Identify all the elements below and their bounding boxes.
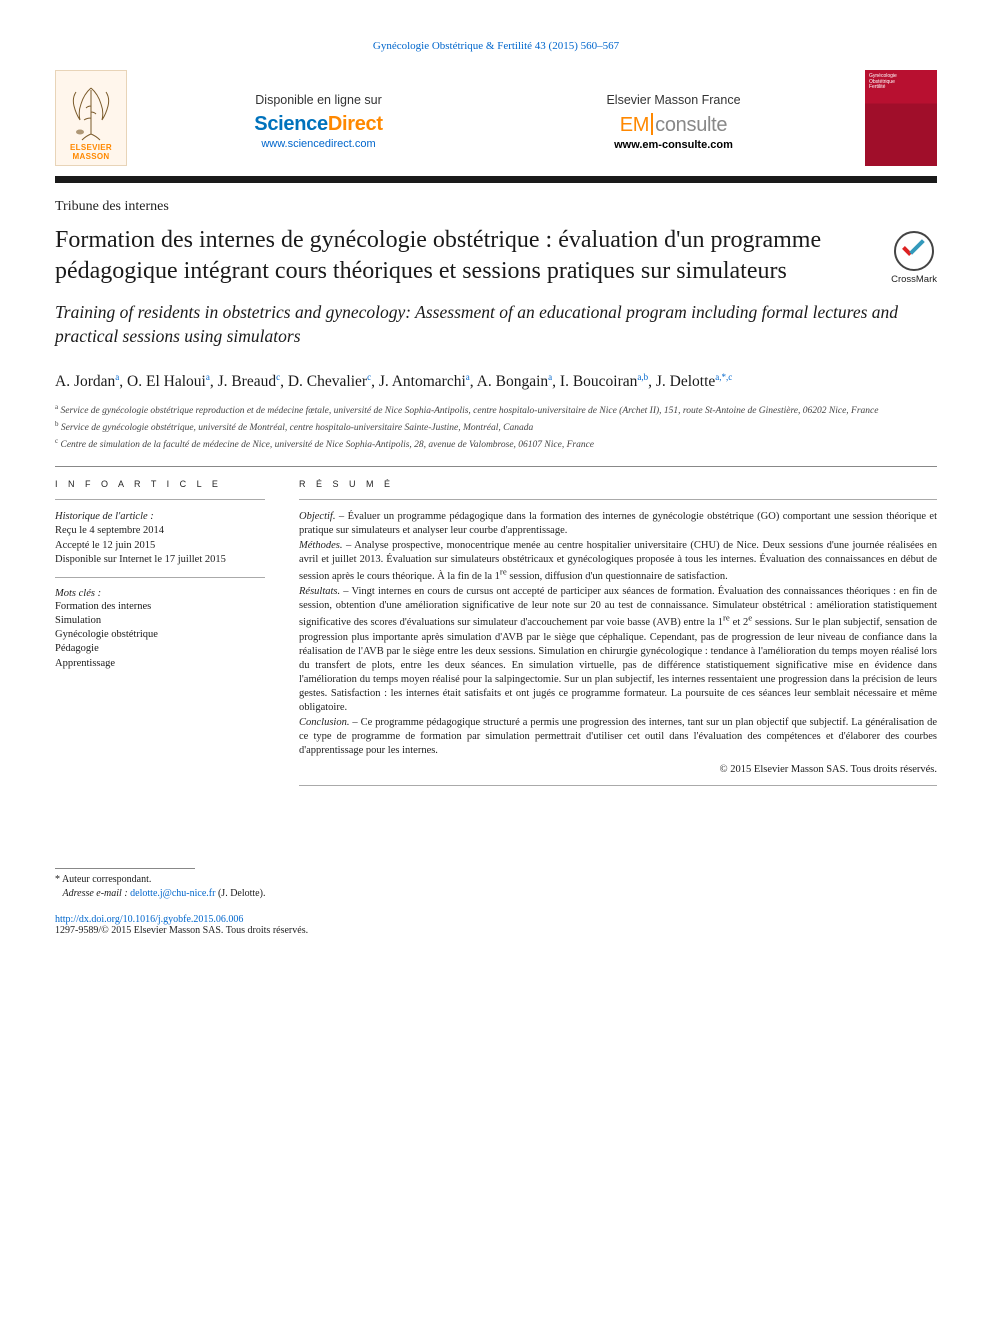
crossmark-label: CrossMark	[891, 274, 937, 285]
article-title-en: Training of residents in obstetrics and …	[55, 301, 937, 348]
corr-email[interactable]: delotte.j@chu-nice.fr	[130, 888, 215, 899]
sciencedirect-logo[interactable]: ScienceDirect	[141, 113, 496, 136]
thin-rule	[55, 499, 265, 500]
corresponding-author-footnote: * Auteur correspondant. Adresse e-mail :…	[55, 873, 937, 900]
author-list: A. Jordana, O. El Halouia, J. Breaudc, D…	[55, 371, 937, 394]
emconsulte-url[interactable]: www.em-consulte.com	[496, 139, 851, 151]
corr-who: (J. Delotte).	[218, 888, 266, 899]
header-bar: ELSEVIERMASSON Disponible en ligne sur S…	[55, 70, 937, 166]
corr-marker: * Auteur correspondant.	[55, 874, 151, 885]
abstract-column: R É S U M É Objectif. – Évaluer un progr…	[299, 479, 937, 796]
info-column: I N F O A R T I C L E Historique de l'ar…	[55, 479, 265, 796]
elsevier-tree-icon	[66, 84, 116, 142]
keywords-list: Formation des internesSimulationGynécolo…	[55, 600, 265, 671]
elsevier-wordmark: ELSEVIERMASSON	[70, 144, 112, 161]
title-row: Formation des internes de gynécologie ob…	[55, 225, 937, 287]
emconsulte-block: Elsevier Masson France EMconsulte www.em…	[496, 85, 851, 151]
journal-cover-title: GynécologieObstétriqueFertilité	[869, 74, 897, 91]
abs-resultats: Vingt internes en cours de cursus ont ac…	[299, 586, 937, 714]
keywords-label: Mots clés :	[55, 588, 265, 599]
email-label: Adresse e-mail :	[63, 888, 128, 899]
accepted-date: Accepté le 12 juin 2015	[55, 540, 155, 551]
elsevier-logo: ELSEVIERMASSON	[55, 70, 127, 166]
sciencedirect-block: Disponible en ligne sur ScienceDirect ww…	[141, 85, 496, 151]
article-type: Tribune des internes	[55, 199, 937, 215]
separator-rule	[55, 466, 937, 467]
crossmark-icon	[894, 231, 934, 271]
header-middle: Disponible en ligne sur ScienceDirect ww…	[141, 85, 851, 151]
abs-resultats-label: Résultats. –	[299, 586, 349, 597]
journal-reference: Gynécologie Obstétrique & Fertilité 43 (…	[55, 40, 937, 52]
history-label: Historique de l'article :	[55, 511, 154, 522]
issn-copyright: 1297-9589/© 2015 Elsevier Masson SAS. To…	[55, 925, 937, 936]
thin-rule	[299, 785, 937, 786]
article-history: Historique de l'article : Reçu le 4 sept…	[55, 510, 265, 567]
abs-methodes-label: Méthodes. –	[299, 540, 351, 551]
crossmark-widget[interactable]: CrossMark	[891, 231, 937, 285]
abstract-copyright: © 2015 Elsevier Masson SAS. Tous droits …	[299, 764, 937, 775]
received-date: Reçu le 4 septembre 2014	[55, 525, 164, 536]
emconsulte-logo[interactable]: EMconsulte	[496, 113, 851, 137]
abs-objectif-label: Objectif. –	[299, 511, 344, 522]
online-date: Disponible sur Internet le 17 juillet 20…	[55, 554, 226, 565]
publisher-label: Elsevier Masson France	[496, 93, 851, 107]
abstract-heading: R É S U M É	[299, 479, 937, 489]
thin-rule	[55, 577, 265, 578]
article-title-fr: Formation des internes de gynécologie ob…	[55, 225, 873, 287]
abstract-body: Objectif. – Évaluer un programme pédagog…	[299, 510, 937, 758]
affiliation-list: a Service de gynécologie obstétrique rep…	[55, 403, 937, 452]
abs-conclusion-label: Conclusion. –	[299, 717, 358, 728]
sciencedirect-url[interactable]: www.sciencedirect.com	[141, 138, 496, 150]
header-divider	[55, 176, 937, 183]
abs-objectif: Évaluer un programme pédagogique dans la…	[299, 511, 937, 536]
abs-conclusion: Ce programme pédagogique structuré a per…	[299, 717, 937, 756]
doi-link[interactable]: http://dx.doi.org/10.1016/j.gyobfe.2015.…	[55, 914, 937, 925]
available-online-label: Disponible en ligne sur	[141, 93, 496, 107]
journal-cover: GynécologieObstétriqueFertilité	[865, 70, 937, 166]
footnote-rule	[55, 868, 195, 869]
two-column-layout: I N F O A R T I C L E Historique de l'ar…	[55, 479, 937, 796]
abs-methodes: Analyse prospective, monocentrique menée…	[299, 540, 937, 583]
thin-rule	[299, 499, 937, 500]
info-heading: I N F O A R T I C L E	[55, 479, 265, 489]
